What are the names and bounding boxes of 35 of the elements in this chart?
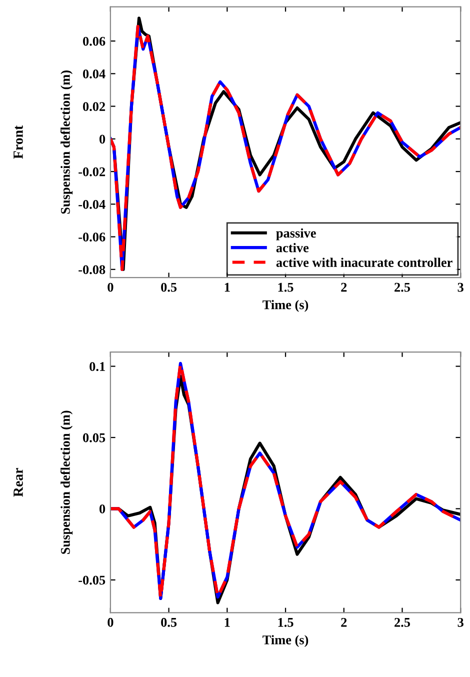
y-axis-title: Suspension deflection (m) — [60, 410, 73, 554]
y-tick-label: 0.1 — [90, 362, 105, 372]
x-tick-label: 2 — [341, 282, 347, 292]
x-tick-label: 1 — [224, 282, 230, 292]
y-tick-label: -0.08 — [78, 265, 106, 274]
y-tick-label: 0 — [99, 504, 106, 514]
x-tick-label: 1.5 — [278, 618, 294, 627]
legend-label: active with inacurate controller — [276, 258, 452, 268]
x-tick-label: 1 — [224, 618, 230, 627]
x-tick-label: 0 — [108, 282, 114, 292]
y-tick-label: 0.04 — [83, 69, 106, 78]
legend-label: passive — [276, 228, 316, 240]
x-axis-title: Time (s) — [262, 300, 308, 312]
x-tick-label: 0.5 — [161, 618, 177, 627]
y-tick-label: -0.04 — [78, 200, 106, 209]
y-tick-label: 0.02 — [83, 102, 106, 112]
y-tick-label: -0.02 — [78, 167, 106, 176]
text: Rear — [14, 468, 23, 497]
y-tick-label: 0 — [99, 134, 106, 144]
x-tick-label: 1.5 — [278, 282, 294, 292]
y-axis-title: Suspension deflection (m) — [60, 70, 73, 214]
x-tick-label: 3 — [458, 618, 464, 627]
y-tick-label: 0.05 — [83, 433, 106, 442]
x-tick-label: 0.5 — [161, 282, 177, 292]
x-tick-label: 2.5 — [394, 618, 410, 627]
y-tick-label: -0.06 — [78, 232, 106, 242]
x-tick-label: 2.5 — [394, 282, 410, 292]
x-tick-label: 3 — [458, 282, 464, 292]
y-tick-label: 0.06 — [83, 36, 106, 46]
y-tick-label: -0.05 — [78, 576, 106, 585]
x-tick-label: 2 — [341, 618, 347, 627]
x-axis-title: Time (s) — [262, 635, 308, 648]
text: Front — [14, 125, 23, 159]
x-tick-label: 0 — [108, 618, 114, 627]
legend-label: active — [276, 243, 309, 252]
